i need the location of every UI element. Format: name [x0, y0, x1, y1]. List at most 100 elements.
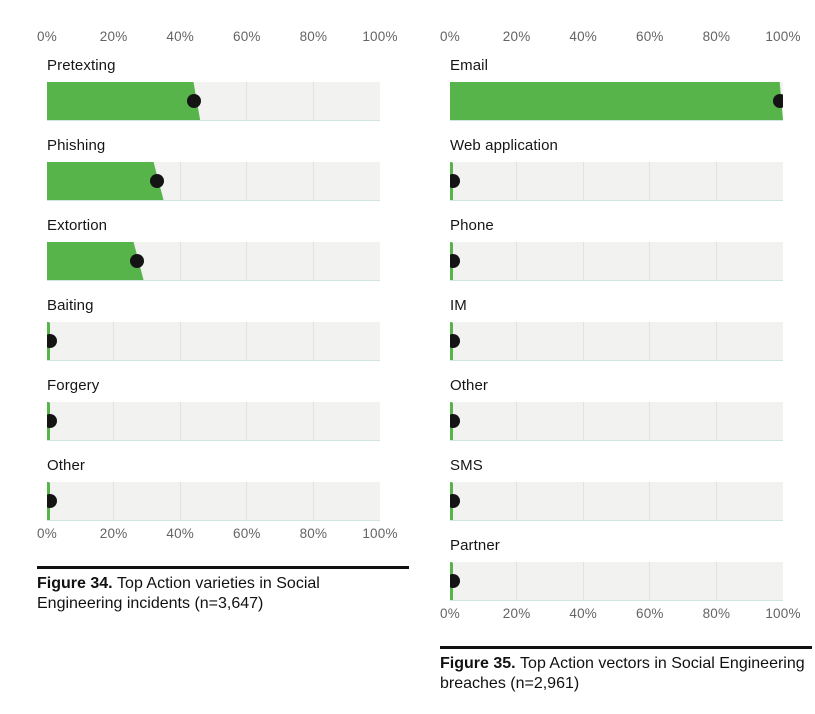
gridline [113, 482, 115, 520]
figure-35-chart: 0% 20% 40% 60% 80% 100% Email Web application Ph… [440, 0, 815, 693]
axis-tick-label: 60% [232, 29, 261, 44]
category-label: IM [450, 297, 467, 314]
axis-tick-label: 0% [440, 29, 460, 44]
gridline [312, 482, 314, 520]
dot-clip [47, 482, 380, 520]
bar-rows: Pretexting Phishing Extortion Baiting Forger… [37, 57, 415, 521]
chart-row: Other [440, 377, 815, 441]
axis-tick-label: 60% [635, 606, 664, 621]
axis-tick-label: 100% [765, 606, 801, 621]
figure-caption-text: Top Action vectors in Social Engineering… [440, 655, 805, 692]
chart-row: Phone [440, 217, 815, 281]
dot-clip [450, 562, 783, 600]
top-axis: 0% 20% 40% 60% 80% 100% [37, 29, 397, 45]
gridline [649, 162, 651, 200]
gridline [715, 402, 717, 440]
figure-caption: Figure 35. Top Action vectors in Social E… [440, 654, 806, 693]
category-label: SMS [450, 457, 483, 474]
figure-caption-number: Figure 35. [440, 655, 516, 672]
gridline [246, 402, 248, 440]
dot-clip [450, 322, 783, 360]
category-label: Web application [450, 137, 558, 154]
gridline [312, 402, 314, 440]
gridline [582, 402, 584, 440]
category-label: Forgery [47, 377, 100, 394]
value-bar [47, 482, 51, 520]
category-label: Phishing [47, 137, 106, 154]
gridline [516, 562, 518, 600]
bar-track [450, 242, 783, 281]
bar-track [47, 482, 380, 521]
value-bar [450, 402, 454, 440]
chart-row: Phishing [37, 137, 415, 201]
dot-clip [450, 402, 783, 440]
chart-row: Pretexting [37, 57, 415, 121]
category-label: Other [450, 377, 489, 394]
gridline [582, 162, 584, 200]
value-bar [47, 402, 51, 440]
gridline [516, 402, 518, 440]
caption-rule [37, 566, 409, 569]
figure-caption-number: Figure 34. [37, 575, 113, 592]
bar-track [450, 482, 783, 521]
dot-clip [450, 482, 783, 520]
axis-tick-label: 80% [702, 606, 731, 621]
axis-tick-label: 0% [440, 606, 460, 621]
bottom-axis: 0% 20% 40% 60% 80% 100% [440, 606, 800, 622]
bar-track [47, 82, 380, 121]
value-bar [450, 82, 783, 120]
gridline [649, 322, 651, 360]
gridline [246, 482, 248, 520]
gridline [715, 322, 717, 360]
gridline [179, 482, 181, 520]
gridline [715, 562, 717, 600]
figure-34-chart: 0% 20% 40% 60% 80% 100% Pretexting Phishing Exto… [37, 0, 415, 613]
category-label: Baiting [47, 297, 94, 314]
gridline [649, 242, 651, 280]
chart-row: Baiting [37, 297, 415, 361]
axis-tick-label: 100% [765, 29, 801, 44]
figure-caption-text: Top Action varieties in Social Engineeri… [37, 575, 320, 612]
dot-clip [450, 162, 783, 200]
bar-track [450, 82, 783, 121]
value-bar [47, 322, 51, 360]
axis-tick-label: 80% [299, 29, 328, 44]
bottom-axis: 0% 20% 40% 60% 80% 100% [37, 526, 397, 542]
dot-clip [47, 402, 380, 440]
bar-track [450, 402, 783, 441]
gridline [113, 402, 115, 440]
top-axis: 0% 20% 40% 60% 80% 100% [440, 29, 800, 45]
gridline [582, 562, 584, 600]
value-bar [47, 82, 200, 120]
axis-tick-label: 80% [299, 526, 328, 541]
gridline [246, 242, 248, 280]
gridline [179, 322, 181, 360]
bar-track [47, 322, 380, 361]
chart-row: Partner [440, 537, 815, 601]
category-label: Email [450, 57, 489, 74]
category-label: Partner [450, 537, 500, 554]
axis-tick-label: 60% [232, 526, 261, 541]
gridline [582, 322, 584, 360]
gridline [312, 322, 314, 360]
value-bar [450, 242, 454, 280]
axis-tick-label: 100% [362, 526, 398, 541]
gridline [516, 322, 518, 360]
gridline [582, 242, 584, 280]
bar-track [47, 242, 380, 281]
axis-tick-label: 0% [37, 526, 57, 541]
gridline [179, 402, 181, 440]
gridline [715, 242, 717, 280]
gridline [246, 162, 248, 200]
value-bar [450, 162, 454, 200]
category-label: Phone [450, 217, 494, 234]
chart-row: Web application [440, 137, 815, 201]
gridline [649, 402, 651, 440]
category-label: Other [47, 457, 86, 474]
bar-track [47, 162, 380, 201]
gridline [312, 82, 314, 120]
axis-tick-label: 20% [99, 29, 128, 44]
axis-tick-label: 60% [635, 29, 664, 44]
bar-rows: Email Web application Phone IM Other SMS Partn… [440, 57, 815, 601]
